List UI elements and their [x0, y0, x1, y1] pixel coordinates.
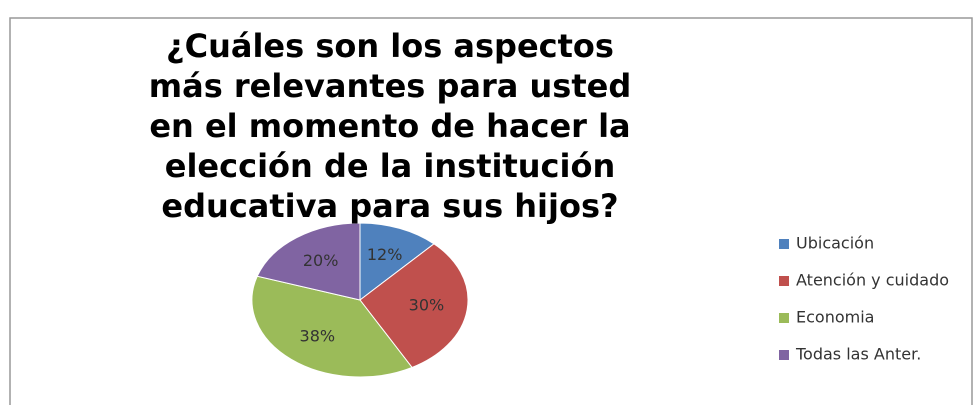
legend-label: Economia — [796, 308, 874, 327]
legend-swatch — [779, 276, 789, 286]
legend-swatch — [779, 350, 789, 360]
data-label: 38% — [300, 326, 336, 345]
pie-slice — [359, 243, 469, 369]
legend-label: Todas las Anter. — [795, 345, 921, 364]
chart-frame — [9, 17, 973, 405]
legend-swatch — [779, 313, 789, 323]
legend-label: Atención y cuidado — [796, 271, 949, 290]
legend-label: Ubicación — [796, 234, 874, 253]
data-label: 20% — [303, 251, 339, 270]
pie-slice — [251, 275, 413, 378]
pie-slice — [359, 222, 435, 302]
chart-title: ¿Cuáles son los aspectos más relevantes … — [148, 27, 632, 225]
data-label: 30% — [409, 295, 445, 314]
legend-swatch — [779, 239, 789, 249]
data-label: 12% — [367, 245, 403, 264]
pie-slice — [256, 222, 361, 301]
